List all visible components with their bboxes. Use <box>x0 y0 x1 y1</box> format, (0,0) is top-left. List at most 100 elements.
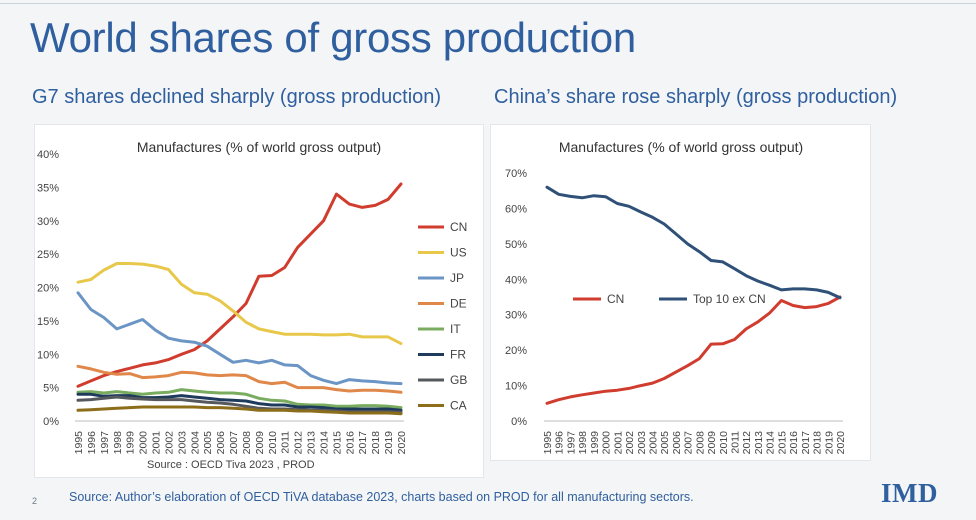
left-x-tick-label: 2016 <box>344 431 356 455</box>
right-x-tick-label: 2011 <box>730 431 742 454</box>
left-x-tick-label: 2011 <box>280 431 292 454</box>
left-x-tick-label: 2020 <box>396 431 408 455</box>
right-y-tick-label: 50% <box>505 239 527 251</box>
left-series-line-de <box>76 364 403 394</box>
left-x-tick-label: 2006 <box>215 431 227 455</box>
g7-shares-chart-svg: Manufactures (% of world gross output) 0%… <box>37 139 467 471</box>
china-share-chart: Manufactures (% of world gross output) 0%… <box>490 124 871 461</box>
left-x-tick-label: 2009 <box>254 431 266 455</box>
left-panel-heading: G7 shares declined sharply (gross produc… <box>32 86 442 108</box>
right-x-tick-label: 2013 <box>753 431 765 455</box>
left-y-tick-label: 40% <box>37 149 59 161</box>
left-y-tick-label: 15% <box>37 316 59 328</box>
right-x-tick-label: 2002 <box>624 431 636 455</box>
left-series-line-us <box>76 262 403 346</box>
right-x-tick-label: 2016 <box>788 431 800 455</box>
right-x-tick-label: 2001 <box>612 431 624 455</box>
right-y-tick-label: 40% <box>505 274 527 286</box>
left-x-tick-label: 2019 <box>383 431 395 455</box>
right-x-tick-label: 2018 <box>812 431 824 455</box>
left-y-tick-label: 10% <box>37 349 59 361</box>
imd-logo: IMD <box>881 478 938 508</box>
right-x-tick-label: 2014 <box>765 431 777 455</box>
right-y-tick-label: 10% <box>505 381 527 393</box>
left-x-tick-label: 2005 <box>202 431 214 455</box>
footer-source-note: Source: Author’s elaboration of OECD TiV… <box>69 490 694 504</box>
right-y-tick-label: 60% <box>505 203 527 215</box>
china-share-chart-svg: Manufactures (% of world gross output) 0%… <box>505 139 847 455</box>
left-x-tick-label: 2010 <box>267 431 279 455</box>
right-x-tick-label: 2010 <box>718 431 730 455</box>
left-x-tick-label: 1995 <box>73 431 85 455</box>
left-legend-label-fr: FR <box>450 348 466 362</box>
right-series-line-cn <box>545 295 842 405</box>
left-legend-label-jp: JP <box>450 271 464 285</box>
left-source-note: Source : OECD Tiva 2023 , PROD <box>147 459 315 471</box>
right-x-tick-label: 2006 <box>671 431 683 455</box>
right-legend-label-cn: CN <box>607 292 624 306</box>
left-x-tick-label: 2001 <box>151 431 163 455</box>
left-x-tick-label: 2008 <box>241 431 253 455</box>
top-rule <box>0 3 976 4</box>
right-x-tick-label: 2003 <box>636 431 648 455</box>
left-x-tick-label: 2013 <box>306 431 318 455</box>
right-x-tick-label: 2009 <box>706 431 718 455</box>
left-legend-label-cn: CN <box>450 220 467 234</box>
right-x-tick-label: 1997 <box>565 431 577 455</box>
left-x-tick-label: 1997 <box>99 431 111 455</box>
right-x-tick-label: 2000 <box>601 431 613 455</box>
left-series-line-jp <box>76 291 403 386</box>
right-chart-title: Manufactures (% of world gross output) <box>559 139 803 155</box>
right-legend-label-top10: Top 10 ex CN <box>693 292 766 306</box>
left-x-tick-label: 2000 <box>138 431 150 455</box>
left-legend-label-ca: CA <box>450 399 467 413</box>
left-x-tick-label: 2015 <box>331 431 343 455</box>
left-x-tick-label: 2004 <box>189 431 201 455</box>
left-y-tick-label: 25% <box>37 249 59 261</box>
left-x-tick-label: 2012 <box>293 431 305 455</box>
left-x-tick-label: 2003 <box>176 431 188 455</box>
left-series-line-it <box>76 388 403 410</box>
right-x-tick-label: 2015 <box>776 431 788 455</box>
right-panel-heading: China’s share rose sharply (gross produc… <box>494 86 898 108</box>
left-y-tick-label: 30% <box>37 216 59 228</box>
left-legend-label-it: IT <box>450 322 461 336</box>
right-x-tick-label: 2017 <box>800 431 812 455</box>
right-x-tick-label: 1995 <box>542 431 554 455</box>
left-legend-label-us: US <box>450 246 467 260</box>
right-x-tick-label: 2012 <box>741 431 753 455</box>
right-y-tick-label: 30% <box>505 310 527 322</box>
left-y-tick-label: 0% <box>43 416 59 428</box>
right-series-line-top10 <box>545 185 842 300</box>
right-y-tick-label: 0% <box>511 416 527 428</box>
right-x-tick-label: 1996 <box>554 431 566 455</box>
right-x-tick-label: 2008 <box>694 431 706 455</box>
left-series-line-ca <box>76 405 403 416</box>
left-x-tick-label: 1998 <box>112 431 124 455</box>
left-legend-label-de: DE <box>450 297 467 311</box>
left-y-tick-label: 35% <box>37 182 59 194</box>
left-y-tick-label: 20% <box>37 283 59 295</box>
right-x-tick-label: 2019 <box>823 431 835 455</box>
left-x-tick-label: 2014 <box>318 431 330 455</box>
right-y-tick-label: 20% <box>505 345 527 357</box>
left-y-tick-label: 5% <box>43 383 59 395</box>
left-x-tick-label: 2018 <box>370 431 382 455</box>
left-chart-title: Manufactures (% of world gross output) <box>137 139 381 155</box>
left-series-line-cn <box>76 182 403 388</box>
right-x-tick-label: 1999 <box>589 431 601 455</box>
left-x-tick-label: 2007 <box>228 431 240 455</box>
right-x-tick-label: 1998 <box>577 431 589 455</box>
page-number: 2 <box>32 496 38 506</box>
right-x-tick-label: 2007 <box>683 431 695 455</box>
right-x-tick-label: 2005 <box>659 431 671 455</box>
slide-title: World shares of gross production <box>30 14 636 61</box>
left-legend-label-gb: GB <box>450 373 467 387</box>
right-y-tick-label: 70% <box>505 168 527 180</box>
left-x-tick-label: 1999 <box>125 431 137 455</box>
right-x-tick-label: 2020 <box>835 431 847 455</box>
left-series-line-fr <box>76 392 403 412</box>
g7-shares-chart: Manufactures (% of world gross output) 0%… <box>34 124 484 478</box>
left-x-tick-label: 1996 <box>86 431 98 455</box>
left-x-tick-label: 2002 <box>163 431 175 455</box>
